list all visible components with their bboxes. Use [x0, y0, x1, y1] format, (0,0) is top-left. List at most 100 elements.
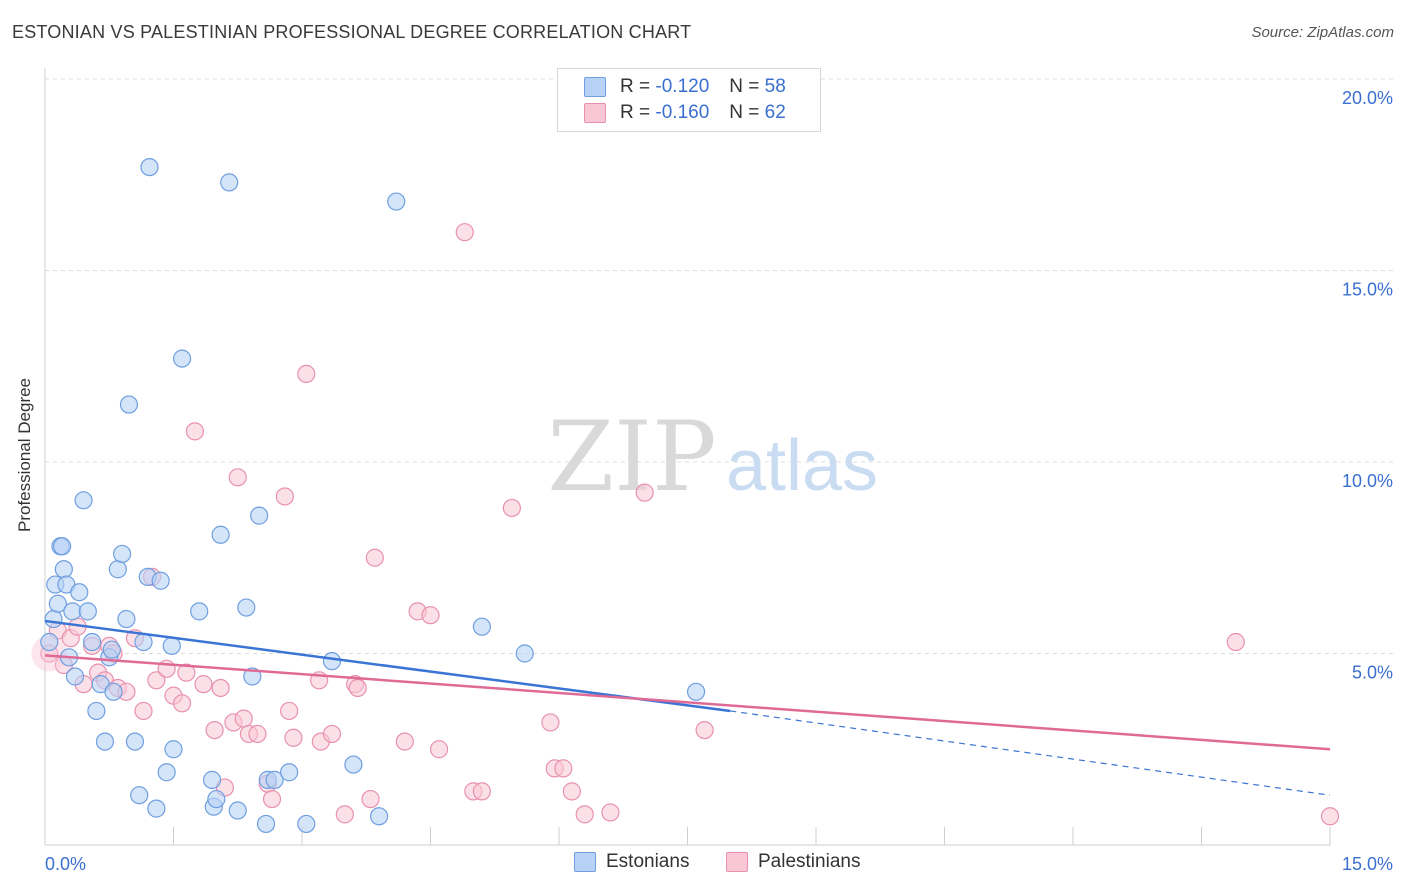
tick-labels: 5.0% 10.0% 15.0% 20.0% 0.0% 15.0% [45, 88, 1393, 874]
x-tick-label: 0.0% [45, 854, 86, 874]
estonian-point [53, 537, 72, 556]
palestinian-point [365, 548, 384, 567]
legend-item-estonians[interactable]: Estonians [574, 851, 689, 873]
estonian-point [117, 609, 136, 629]
estonian-point [54, 560, 73, 579]
trend-lines [44, 619, 1331, 796]
estonian-point [250, 506, 269, 525]
watermark: ZIP atlas [547, 401, 878, 513]
estonian-point [207, 789, 226, 809]
palestinian-point [455, 223, 474, 242]
palestinians-swatch [726, 852, 748, 872]
estonian-point [63, 602, 82, 621]
estonian-point [40, 632, 59, 652]
estonians-swatch [584, 77, 606, 97]
estonian-point [228, 801, 247, 820]
estonian-point [237, 598, 256, 617]
y-tick-label: 5.0% [1352, 663, 1393, 683]
estonian-point [190, 602, 209, 621]
estonian-point [387, 192, 406, 211]
palestinian-point-cluster [31, 635, 68, 672]
palestinian-point [177, 663, 196, 682]
palestinian-point [194, 675, 213, 694]
palestinian-point [502, 498, 521, 518]
estonian-point [78, 602, 97, 621]
palestinian-point [1226, 632, 1245, 652]
legend-r-label: R = [620, 76, 651, 97]
legend-label-palestinians: Palestinians [758, 851, 861, 872]
estonian-point [104, 682, 123, 701]
palestinians-trend-line [44, 654, 1331, 751]
source-label: Source: ZipAtlas.com [1251, 24, 1394, 41]
palestinian-point [275, 487, 294, 506]
estonian-point [515, 644, 534, 663]
correlation-legend: R = -0.120 N = 58 R = -0.160 N = 62 [557, 68, 821, 132]
palestinian-point [421, 606, 440, 625]
palestinian-point [134, 701, 153, 721]
palestinian-point [472, 782, 491, 801]
estonian-point [370, 807, 389, 826]
estonian-point [297, 814, 316, 834]
palestinians-swatch [584, 103, 606, 123]
legend-n-value: 58 [764, 76, 786, 97]
estonian-point [108, 560, 127, 579]
estonian-point [119, 395, 139, 414]
y-tick-label: 20.0% [1342, 88, 1393, 108]
palestinian-point [348, 678, 367, 698]
chart-title: ESTONIAN VS PALESTINIAN PROFESSIONAL DEG… [12, 22, 692, 42]
estonian-point [211, 525, 230, 544]
palestinian-point [601, 803, 620, 822]
palestinian-point [228, 468, 247, 487]
estonian-point [83, 632, 102, 652]
palestinian-point [395, 732, 414, 751]
estonian-point [87, 701, 106, 721]
x-tick-label: 15.0% [1342, 854, 1393, 874]
estonian-point [134, 632, 153, 652]
legend-item-palestinians[interactable]: Palestinians [726, 851, 860, 873]
estonian-point [280, 763, 299, 782]
estonian-point [102, 640, 121, 659]
estonian-point [202, 770, 222, 789]
estonian-point [256, 814, 276, 834]
palestinian-point [211, 678, 230, 698]
axes [44, 68, 1331, 846]
palestinian-point [695, 720, 714, 740]
estonian-point [322, 652, 342, 671]
legend-r-label: R = [620, 102, 651, 123]
palestinian-point [575, 805, 594, 824]
legend-r-value: -0.160 [655, 102, 710, 123]
estonians-points [40, 157, 706, 834]
y-tick-label: 15.0% [1342, 280, 1393, 300]
y-tick-label: 10.0% [1342, 471, 1393, 491]
palestinian-point [280, 701, 299, 721]
estonian-point [157, 763, 176, 782]
estonian-point [686, 682, 706, 701]
estonian-point [172, 349, 192, 368]
estonian-point [125, 732, 145, 751]
estonian-point [130, 786, 149, 805]
estonian-point [265, 770, 284, 789]
palestinian-point [635, 483, 654, 502]
legend-row-palestinians: R = -0.160 N = 62 [584, 101, 786, 125]
estonian-point [147, 799, 166, 818]
legend-n-label: N = [729, 102, 760, 123]
estonian-point [220, 173, 239, 192]
palestinian-point [205, 720, 224, 740]
estonian-point [151, 571, 170, 590]
grid-lines [45, 78, 1394, 654]
estonian-point [140, 157, 159, 177]
estonian-point [70, 583, 89, 602]
palestinian-point [361, 789, 380, 809]
palestinian-point [562, 782, 581, 801]
estonian-point [95, 732, 115, 751]
palestinian-point [172, 694, 192, 713]
legend-row-estonians: R = -0.120 N = 58 [584, 75, 786, 99]
series-legend: Estonians Palestinians [0, 851, 1406, 877]
palestinian-point [1320, 807, 1340, 826]
estonian-point [112, 544, 132, 564]
palestinian-point [554, 759, 573, 778]
estonian-point [44, 609, 63, 629]
palestinian-point [322, 724, 342, 744]
estonian-point [344, 755, 363, 774]
estonians-swatch [574, 852, 596, 872]
